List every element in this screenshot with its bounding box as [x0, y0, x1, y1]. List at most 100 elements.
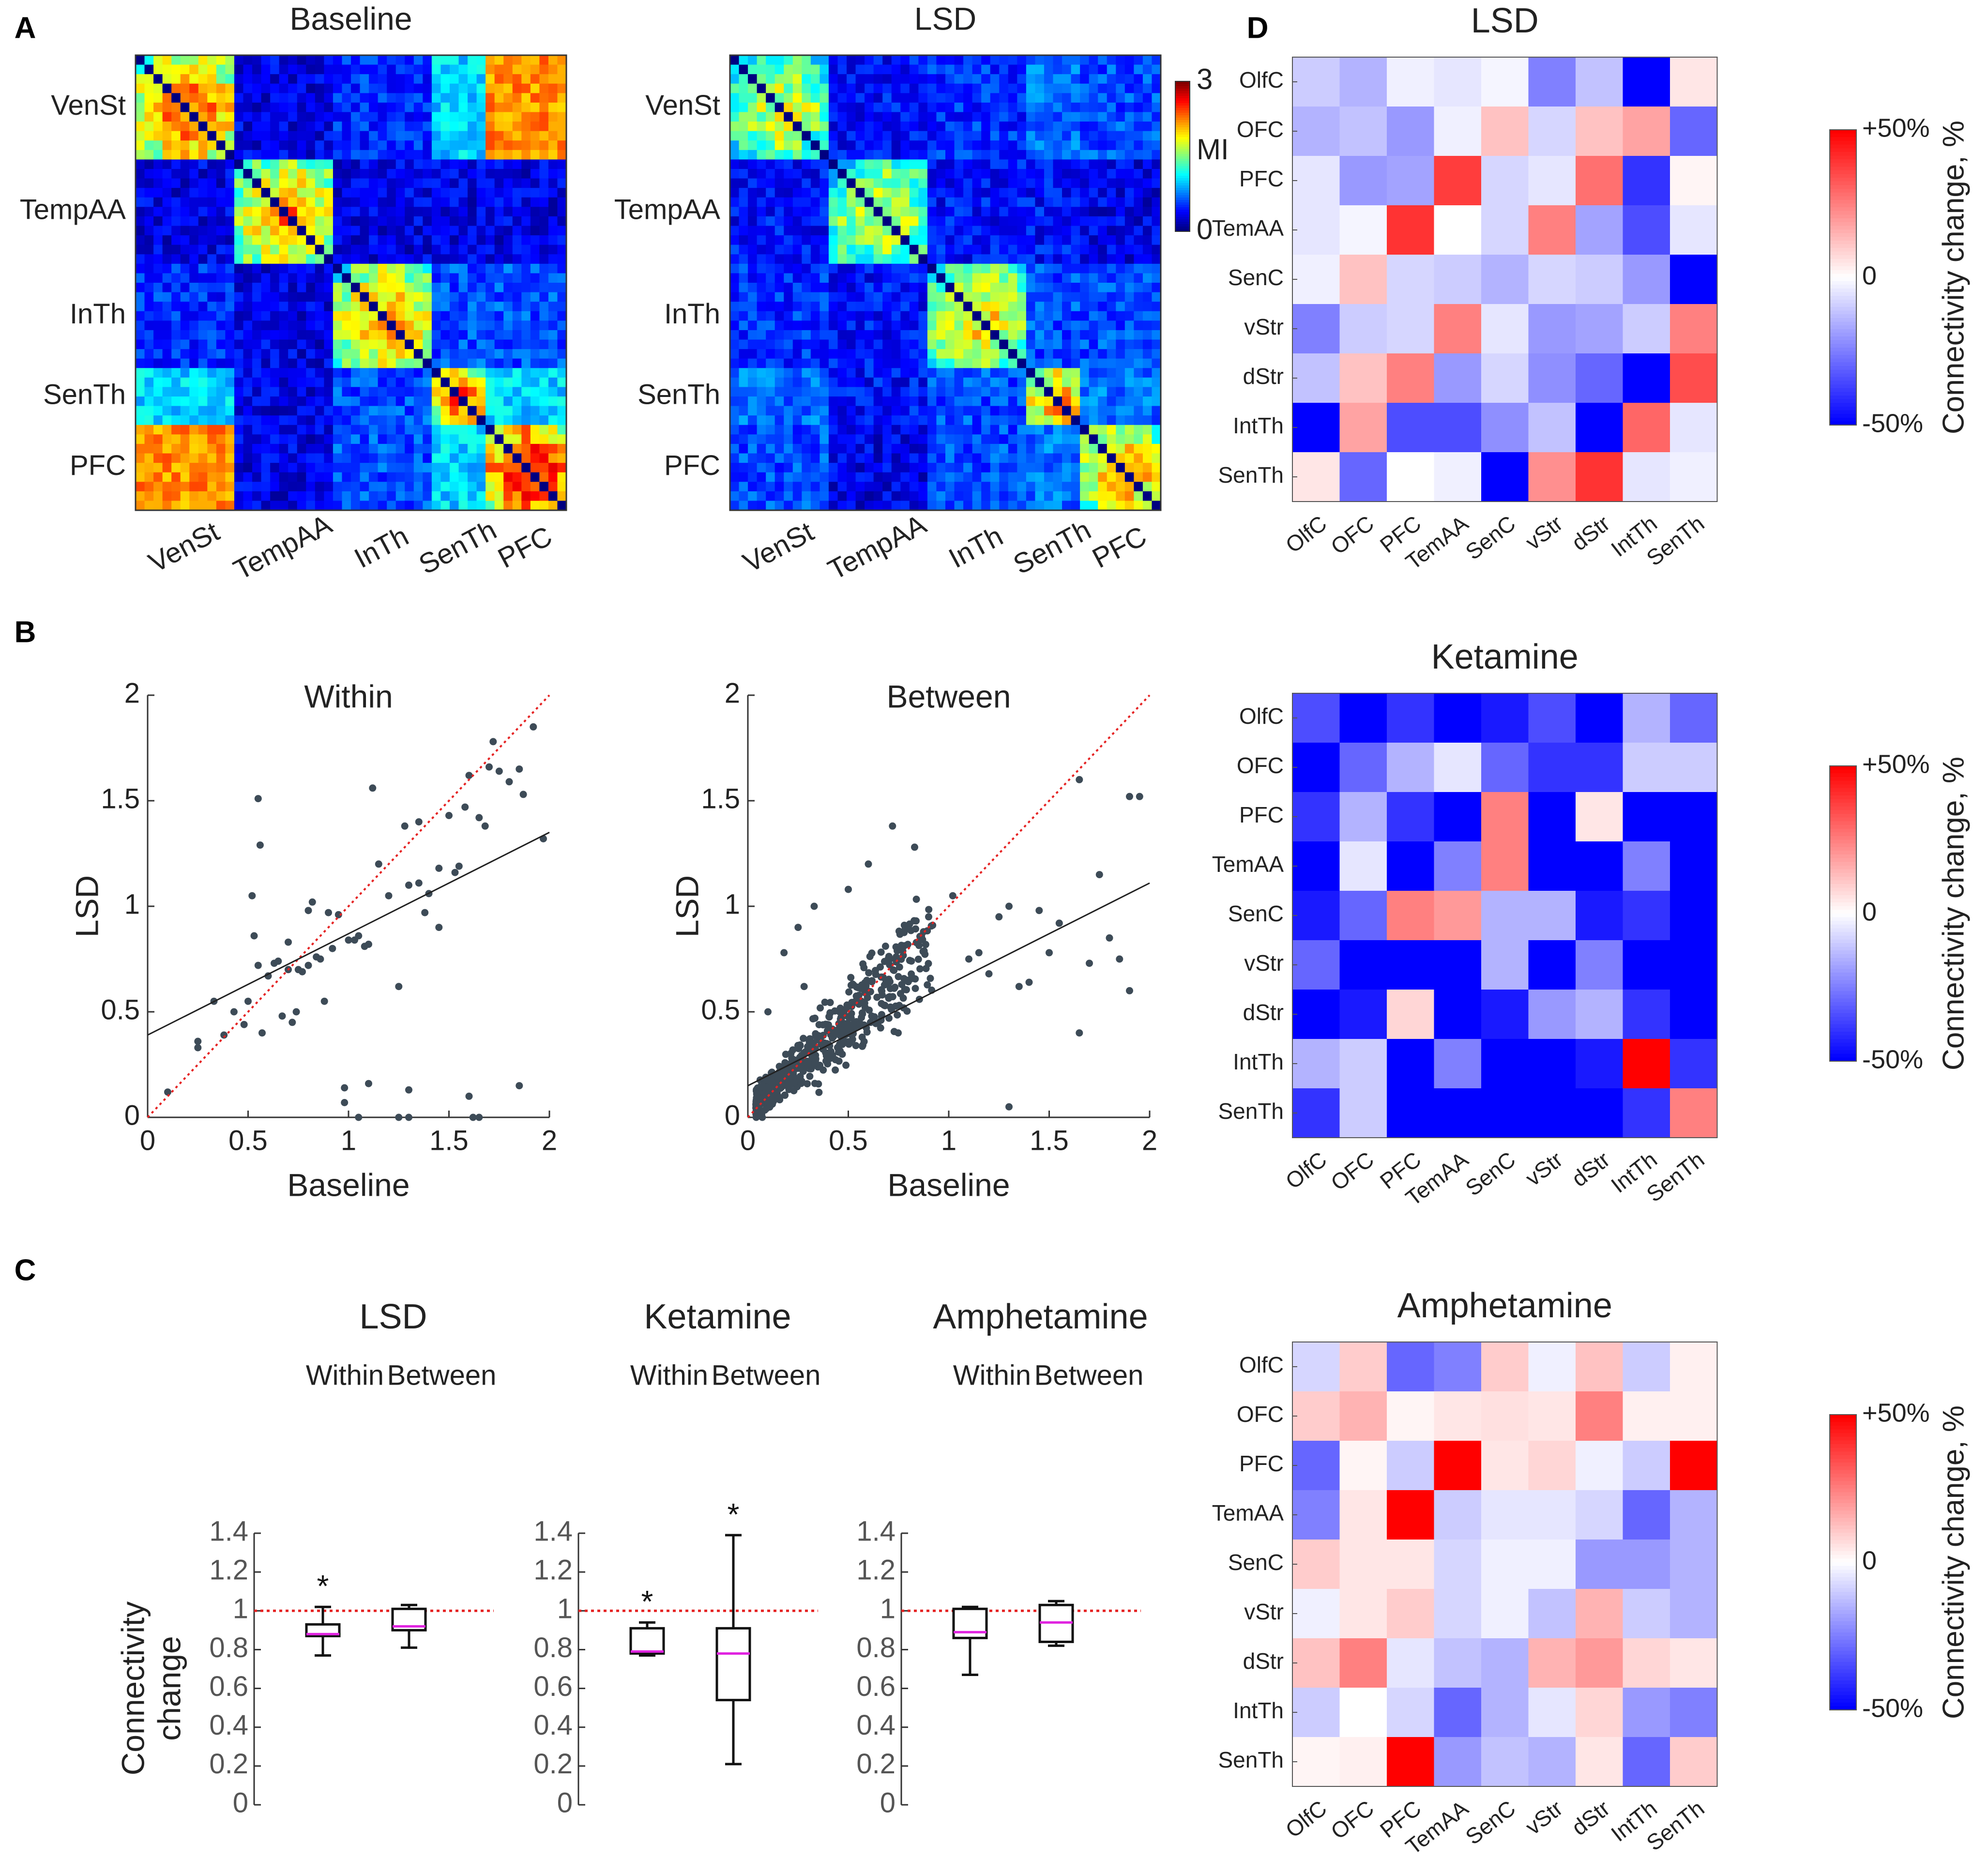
heatmap-cell	[1026, 102, 1036, 113]
heatmap-cell	[963, 254, 973, 264]
heatmap-cell	[1044, 207, 1054, 217]
heatmap-cell	[918, 178, 928, 188]
heatmap-cell	[342, 453, 351, 463]
heatmap-cell	[909, 216, 919, 227]
heatmap-cell	[865, 425, 874, 435]
heatmap-cell	[306, 453, 316, 463]
heatmap-cell	[945, 472, 955, 482]
heatmap-cell	[927, 273, 937, 283]
heatmap-cell	[405, 140, 414, 151]
heatmap-cell	[216, 216, 226, 227]
heatmap-cell	[891, 453, 901, 463]
heatmap-cell	[748, 254, 758, 264]
heatmap-cell	[1116, 178, 1125, 188]
heatmap-cell	[837, 150, 847, 160]
heatmap-cell	[954, 501, 964, 511]
heatmap-cell	[1089, 244, 1098, 255]
heatmap-cell	[900, 112, 910, 122]
heatmap-cell	[539, 330, 549, 340]
heatmap-cell	[882, 463, 892, 473]
heatmap-cell	[774, 501, 784, 511]
heatmap-cell	[521, 292, 531, 302]
heatmap-cell	[216, 453, 226, 463]
heatmap-cell	[207, 64, 217, 75]
heatmap-cell	[180, 434, 190, 444]
heatmap-cell	[180, 169, 190, 179]
heatmap-cell	[1008, 74, 1017, 84]
heatmap-cell	[766, 302, 775, 312]
heatmap-cell	[261, 443, 271, 454]
heatmap-cell	[486, 358, 495, 368]
heatmap-cell	[865, 472, 874, 482]
heatmap-cell	[333, 159, 343, 169]
heatmap-cell	[1142, 64, 1153, 75]
heatmap-cell	[171, 273, 181, 283]
colorbar-segment	[1175, 81, 1190, 84]
heatmap-cell	[144, 283, 154, 293]
heatmap-cell	[431, 55, 441, 65]
heatmap-cell	[306, 320, 316, 331]
heatmap-cell	[847, 425, 856, 435]
heatmap-cell	[207, 425, 217, 435]
heatmap-cell	[144, 377, 154, 388]
heatmap-cell	[503, 415, 513, 426]
data-point	[341, 1099, 349, 1106]
heatmap-cell	[963, 112, 973, 122]
heatmap-cell	[431, 169, 441, 179]
heatmap-cell	[486, 425, 495, 435]
heatmap-cell	[468, 140, 477, 151]
heatmap-cell	[909, 112, 919, 122]
heatmap-cell	[748, 188, 758, 198]
heatmap-cell	[828, 188, 838, 198]
heatmap-cell	[557, 150, 567, 160]
heatmap-cell	[1152, 64, 1161, 75]
heatmap-cell	[1124, 178, 1134, 188]
heatmap-cell	[225, 235, 235, 245]
heatmap-cell	[136, 349, 145, 359]
heatmap-cell	[189, 159, 199, 169]
heatmap-cell	[757, 74, 766, 84]
heatmap-cell	[847, 368, 856, 378]
heatmap-cell	[180, 482, 190, 492]
heatmap-cell	[1080, 283, 1090, 293]
heatmap-cell	[486, 254, 495, 264]
heatmap-cell	[431, 406, 441, 416]
heatmap-cell	[909, 188, 919, 198]
heatmap-cell	[766, 131, 775, 141]
heatmap-cell	[405, 283, 414, 293]
heatmap-cell	[891, 216, 901, 227]
heatmap-cell	[918, 434, 928, 444]
colorbar-segment	[1175, 147, 1190, 150]
heatmap-cell	[243, 453, 253, 463]
heatmap-cell	[530, 339, 540, 350]
heatmap-cell	[784, 169, 793, 179]
heatmap-cell	[766, 254, 775, 264]
heatmap-cell	[387, 122, 396, 132]
heatmap-cell	[234, 83, 244, 93]
heatmap-cell	[207, 216, 217, 227]
heatmap-cell	[1080, 339, 1090, 350]
heatmap-frame	[135, 54, 567, 511]
heatmap-cell	[1044, 387, 1054, 397]
heatmap-cell	[530, 434, 540, 444]
heatmap-cell	[865, 368, 874, 378]
heatmap-cell	[1134, 443, 1143, 454]
heatmap-cell	[1134, 159, 1143, 169]
heatmap-cell	[784, 311, 793, 321]
heatmap-cell	[963, 349, 973, 359]
heatmap-cell	[225, 102, 235, 113]
heatmap-cell	[405, 453, 414, 463]
heatmap-cell	[891, 140, 901, 151]
heatmap-cell	[1152, 159, 1161, 169]
heatmap-cell	[351, 244, 361, 255]
heatmap-cell	[548, 463, 558, 473]
heatmap-cell	[1152, 55, 1161, 65]
heatmap-cell	[1017, 396, 1027, 407]
heatmap-cell	[873, 330, 883, 340]
heatmap-cell	[1026, 292, 1036, 302]
heatmap-cell	[306, 425, 316, 435]
heatmap-cell	[1107, 64, 1116, 75]
heatmap-cell	[180, 273, 190, 283]
heatmap-cell	[891, 244, 901, 255]
heatmap-cell	[1116, 55, 1125, 65]
